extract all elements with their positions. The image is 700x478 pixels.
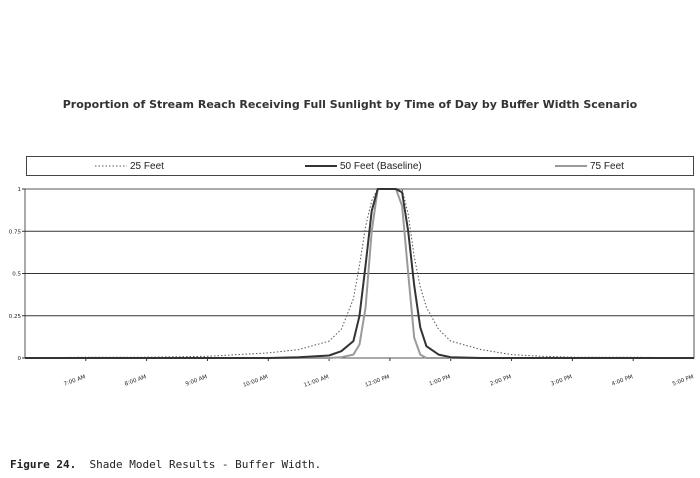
legend-swatch-solid-dark bbox=[305, 165, 337, 167]
line-chart: 0 0.25 0.5 0.75 1 7:00 AM 8:00 AM 9:00 AM 10:00 … bbox=[9, 187, 695, 389]
legend-label: 50 Feet (Baseline) bbox=[340, 160, 422, 172]
legend-item-50-feet: 50 Feet (Baseline) bbox=[305, 157, 422, 175]
x-tick-label: 7:00 AM bbox=[63, 374, 87, 387]
legend-swatch-dotted bbox=[95, 165, 127, 167]
chart-legend: 25 Feet 50 Feet (Baseline) 75 Feet bbox=[26, 156, 694, 176]
legend-label: 25 Feet bbox=[130, 160, 164, 172]
y-tick-label: 0.5 bbox=[12, 272, 21, 278]
legend-item-75-feet: 75 Feet bbox=[555, 157, 624, 175]
x-tick-label: 3:00 PM bbox=[550, 374, 573, 387]
y-tick-label: 0.25 bbox=[9, 314, 22, 320]
x-tick-label: 5:00 PM bbox=[672, 374, 695, 387]
legend-label: 75 Feet bbox=[590, 160, 624, 172]
x-tick-label: 4:00 PM bbox=[611, 374, 634, 387]
x-tick-label: 8:00 AM bbox=[124, 374, 148, 387]
x-tick-label: 2:00 PM bbox=[489, 374, 512, 387]
legend-item-25-feet: 25 Feet bbox=[95, 157, 164, 175]
x-tick-label: 11:00 AM bbox=[303, 374, 330, 389]
series-line-50-feet-baseline bbox=[25, 188, 694, 359]
x-tick-label: 1:00 PM bbox=[429, 374, 452, 387]
chart-title: Proportion of Stream Reach Receiving Ful… bbox=[62, 98, 638, 111]
figure-caption: Figure 24. Shade Model Results - Buffer … bbox=[10, 458, 321, 471]
y-tick-label: 1 bbox=[18, 187, 22, 193]
x-tick-label: 9:00 AM bbox=[185, 374, 209, 387]
figure-caption-text: Shade Model Results - Buffer Width. bbox=[89, 458, 322, 471]
x-tick-label: 10:00 AM bbox=[242, 374, 269, 389]
y-tick-label: 0 bbox=[18, 356, 22, 362]
x-tick-label: 12:00 PM bbox=[364, 374, 390, 389]
y-tick-label: 0.75 bbox=[9, 229, 22, 235]
legend-swatch-solid-gray bbox=[555, 165, 587, 167]
figure-label: Figure 24. bbox=[10, 458, 77, 471]
